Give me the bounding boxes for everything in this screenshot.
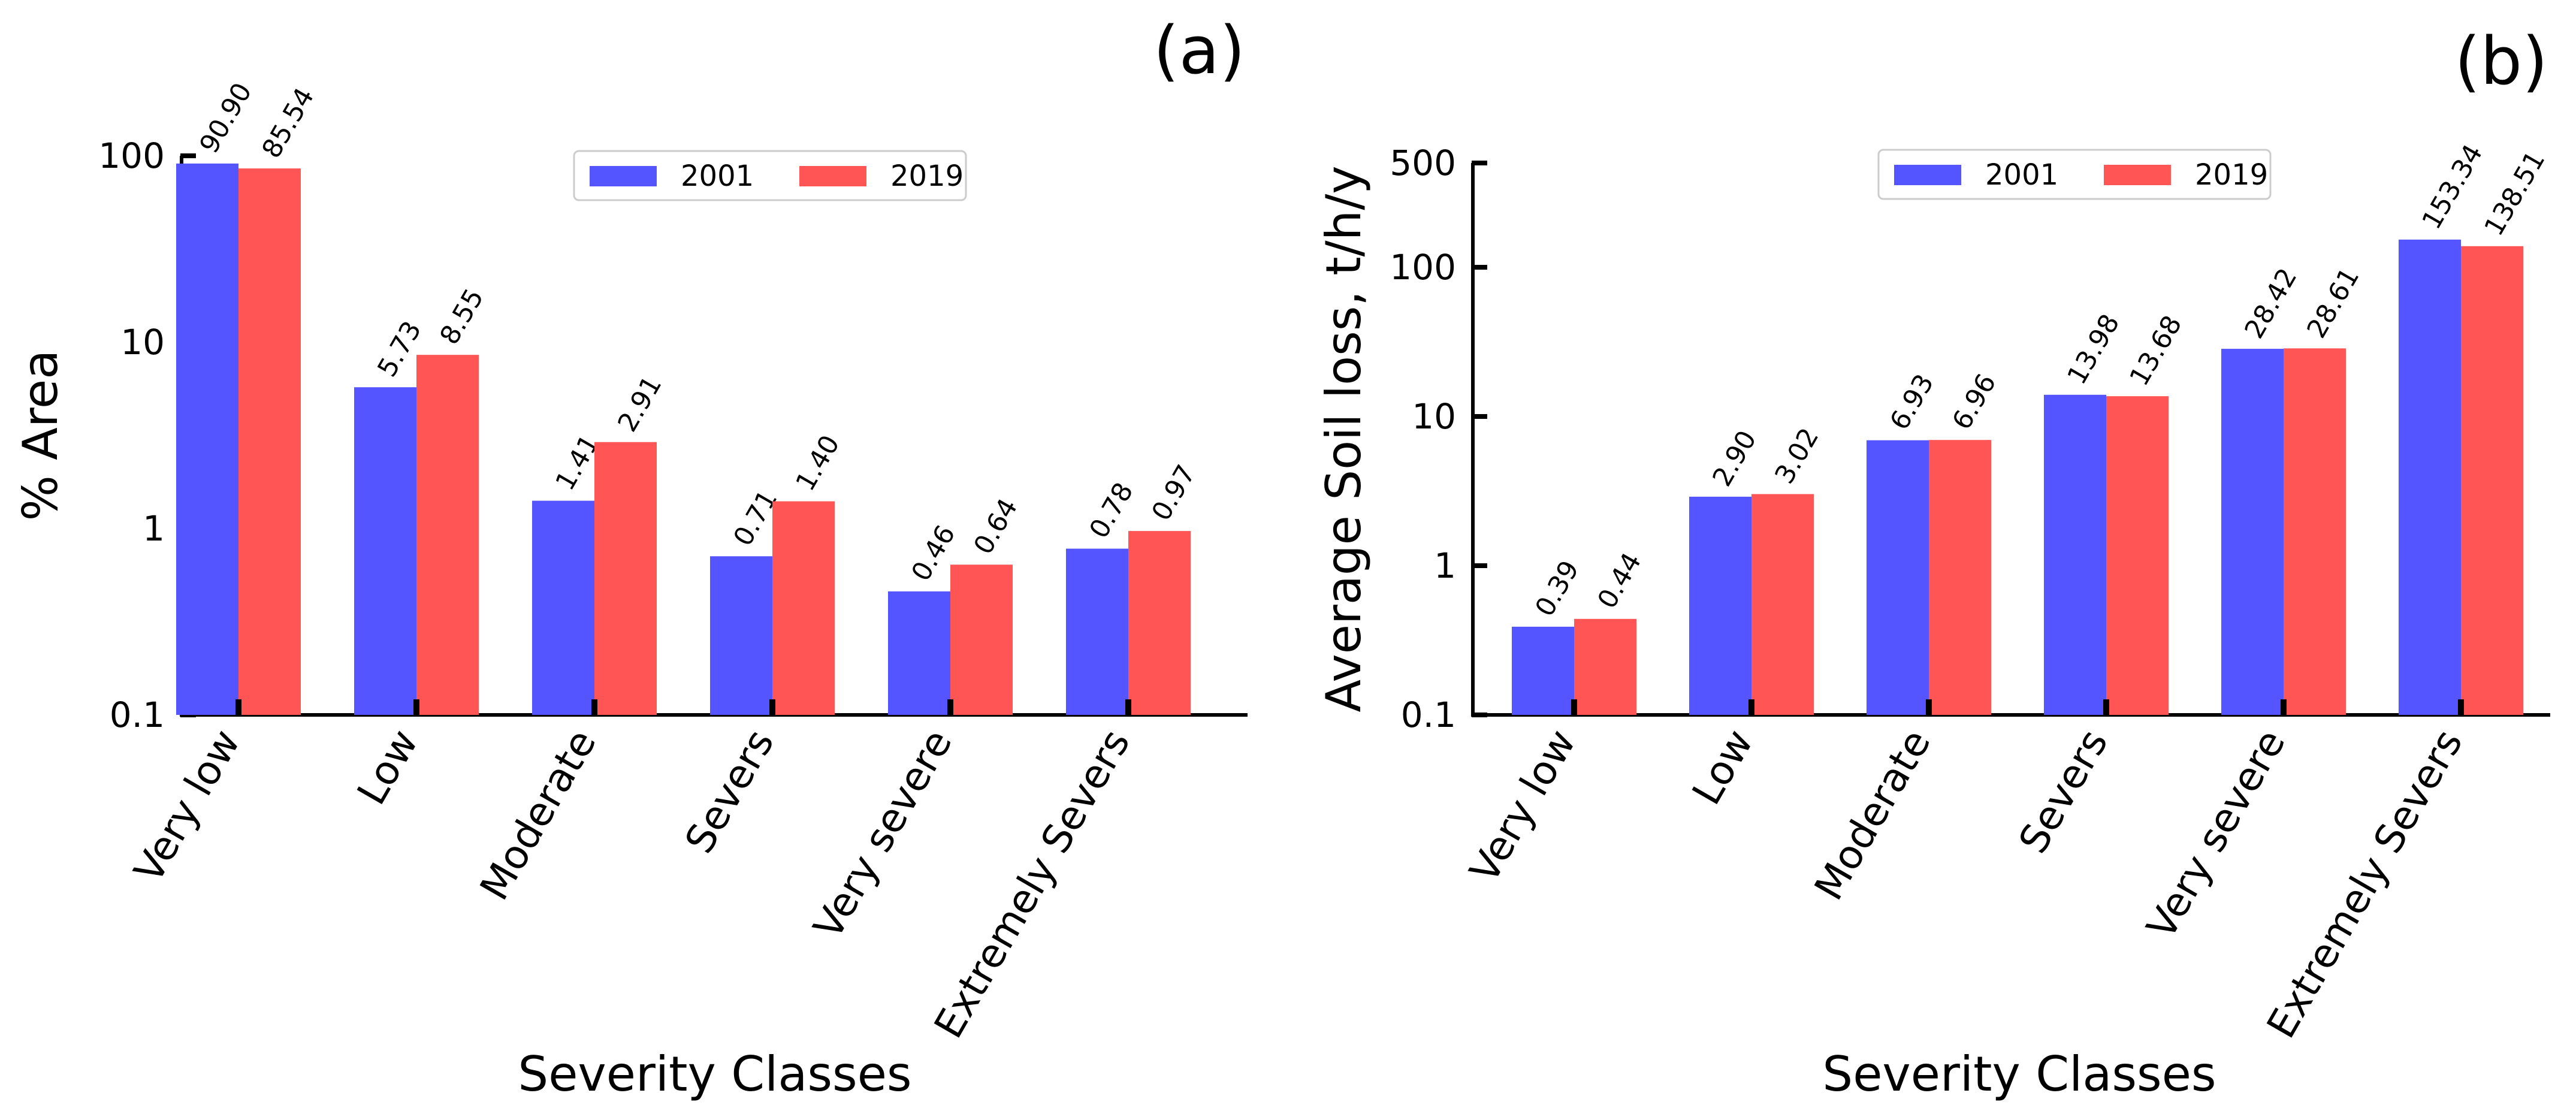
chart1-bar-moderate-2019 [594, 442, 657, 715]
chart2-bar-very-severe-2001 [2221, 349, 2284, 715]
chart1-y-tick-label-0-1: 0.1 [110, 695, 165, 735]
chart2-data-label-low-2001: 2.90 [1707, 425, 1762, 491]
chart1-legend-box [573, 150, 967, 201]
chart2-category-label-severs: Severs [2010, 722, 2117, 861]
chart2-data-label-moderate-2001: 6.93 [1884, 369, 1940, 435]
chart1-legend-swatch-2019 [799, 166, 866, 186]
chart1-bar-severs-2001 [710, 556, 772, 715]
chart1-y-tick-label-10: 10 [120, 322, 165, 363]
chart2-x-tick-low [1748, 699, 1754, 715]
chart1-data-label-severs-2019: 1.40 [790, 430, 845, 496]
chart1-data-label-very-severe-2019: 0.64 [968, 493, 1023, 559]
chart2-bar-very-low-2019 [1574, 618, 1636, 715]
chart1-bar-extremely-severs-2019 [1128, 531, 1191, 715]
chart1-bar-low-2019 [416, 355, 479, 715]
chart2-data-label-very-severe-2019: 28.61 [2301, 262, 2365, 343]
chart2-category-label-extremely-severs: Extremely Severs [2258, 722, 2472, 1046]
chart1-category-label-very-low: Very low [125, 722, 249, 890]
chart1-bar-severs-2019 [772, 501, 835, 715]
chart2-y-tick-label-1: 1 [1434, 545, 1456, 586]
chart1-bar-very-severe-2019 [950, 564, 1013, 715]
chart2-panel-label: (b) [2454, 23, 2548, 99]
chart1-legend-label-2019: 2019 [890, 159, 964, 193]
chart1-bar-very-severe-2001 [888, 591, 950, 715]
chart2-bar-extremely-severs-2019 [2461, 246, 2523, 715]
chart1-bar-very-low-2019 [238, 168, 301, 716]
chart1-y-axis-title: % Area [13, 350, 68, 521]
chart2-bar-moderate-2019 [1929, 440, 1991, 715]
chart1-x-tick-extremely-severs [1125, 699, 1131, 715]
chart1-category-label-moderate: Moderate [471, 722, 605, 908]
chart1-panel-label: (a) [1153, 12, 1245, 89]
chart2-data-label-very-low-2019: 0.44 [1591, 548, 1647, 614]
chart1-bar-low-2001 [354, 387, 416, 715]
chart2-category-label-very-severe: Very severe [2138, 722, 2294, 947]
chart1-category-label-severs: Severs [676, 722, 783, 861]
chart1-data-label-moderate-2019: 2.91 [612, 371, 668, 437]
chart2-data-label-severs-2001: 13.98 [2061, 309, 2125, 390]
chart2-bar-severs-2001 [2044, 394, 2106, 715]
chart2-data-label-extremely-severs-2001: 153.34 [2416, 139, 2489, 234]
chart1-x-tick-severs [769, 699, 775, 715]
chart2-y-tick-label-500: 500 [1390, 143, 1456, 183]
chart2-bar-severs-2019 [2106, 396, 2169, 715]
chart1-bar-extremely-severs-2001 [1066, 548, 1128, 715]
chart2-x-tick-severs [2103, 699, 2109, 715]
chart1-legend-label-2001: 2001 [681, 159, 754, 193]
chart2-y-tick-label-100: 100 [1390, 247, 1456, 288]
chart2-data-label-low-2019: 3.02 [1769, 423, 1825, 489]
chart1-category-label-extremely-severs: Extremely Severs [925, 722, 1139, 1046]
chart2-data-label-extremely-severs-2019: 138.51 [2478, 146, 2551, 241]
chart2-bar-low-2019 [1751, 494, 1814, 715]
chart2-legend-label-2001: 2001 [1985, 158, 2058, 192]
chart1-x-tick-moderate [591, 699, 597, 715]
chart1-y-tick-label-1: 1 [143, 508, 165, 549]
chart2-x-tick-very-low [1571, 699, 1577, 715]
chart1-x-tick-very-low [235, 699, 241, 715]
chart1-data-label-very-low-2019: 85.54 [256, 83, 320, 164]
chart2-x-tick-moderate [1926, 699, 1932, 715]
chart2-bar-moderate-2001 [1867, 440, 1929, 715]
chart1-category-label-low: Low [348, 722, 427, 813]
chart2-data-label-very-severe-2001: 28.42 [2239, 263, 2303, 344]
chart2-legend-swatch-2019 [2104, 165, 2171, 185]
chart1-y-tick-label-100: 100 [98, 135, 165, 176]
chart1-x-axis-title: Severity Classes [518, 1046, 911, 1102]
chart2-y-tick-label-0-1: 0.1 [1401, 695, 1456, 735]
chart2-data-label-moderate-2019: 6.96 [1946, 369, 2002, 434]
chart1-x-tick-very-severe [947, 699, 953, 715]
chart2-data-label-severs-2019: 13.68 [2124, 310, 2188, 391]
chart2-legend-swatch-2001 [1894, 165, 1961, 185]
chart2-data-label-very-low-2001: 0.39 [1529, 556, 1585, 621]
chart2-y-axis-title: Average Soil loss, t/h/y [1316, 165, 1372, 712]
chart2-bar-very-severe-2019 [2284, 348, 2346, 715]
chart2-x-axis-title: Severity Classes [1822, 1046, 2216, 1102]
chart2-category-label-very-low: Very low [1461, 722, 1585, 890]
chart1-x-tick-low [413, 699, 419, 715]
chart2-bar-extremely-severs-2001 [2399, 239, 2461, 715]
chart1-data-label-very-low-2001: 90.90 [194, 78, 258, 159]
chart1-bar-very-low-2001 [176, 163, 238, 716]
chart1-bar-moderate-2001 [532, 500, 594, 715]
chart2-x-tick-extremely-severs [2458, 699, 2464, 715]
chart2-y-tick-label-10: 10 [1412, 396, 1456, 437]
chart2-category-label-low: Low [1683, 722, 1762, 813]
chart2-category-label-moderate: Moderate [1805, 722, 1940, 908]
chart1-data-label-low-2019: 8.55 [434, 283, 490, 349]
chart1-category-label-very-severe: Very severe [805, 722, 961, 947]
chart2-legend-box [1877, 149, 2272, 200]
chart1-legend-swatch-2001 [590, 166, 657, 186]
chart2-legend-label-2019: 2019 [2195, 158, 2268, 192]
chart2-bar-low-2001 [1689, 496, 1751, 715]
chart2-x-tick-very-severe [2281, 699, 2287, 715]
chart2-bar-very-low-2001 [1512, 626, 1574, 715]
chart1-data-label-extremely-severs-2019: 0.97 [1146, 460, 1201, 526]
